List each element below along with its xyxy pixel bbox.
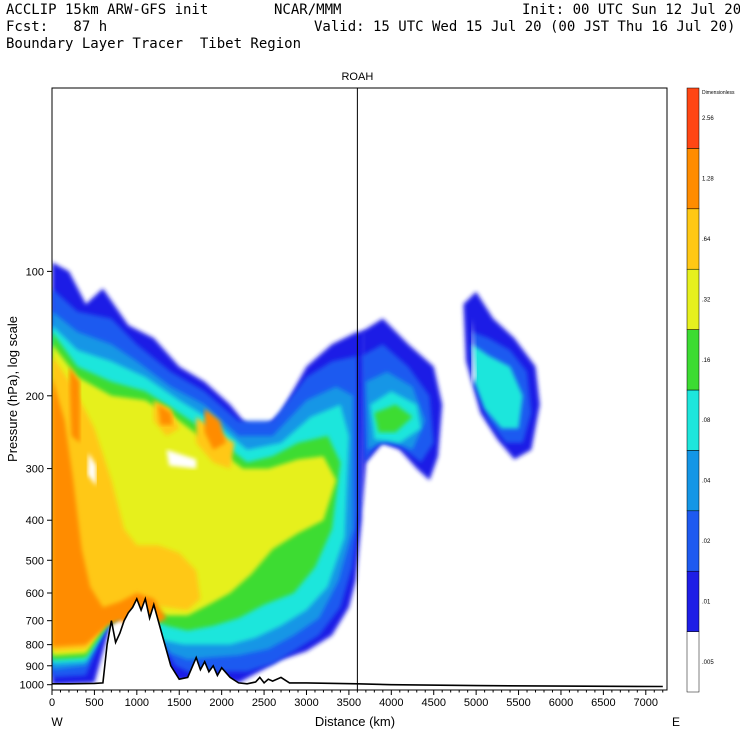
- tracer-contour-19: [204, 408, 226, 450]
- terrain: [52, 596, 663, 690]
- x-tick-label: 0: [49, 697, 55, 709]
- colorbar-label: .01: [702, 599, 711, 605]
- y-tick-label: 500: [26, 555, 44, 567]
- header-forecast: Fcst: 87 h: [6, 19, 108, 35]
- x-tick-label: 4500: [421, 697, 445, 709]
- roah-label: ROAH: [341, 71, 373, 83]
- y-tick-label: 1000: [20, 680, 44, 692]
- x-axis: 0 500 1000 1500 2000 2500 3000 3500 4000 4500 5000…: [49, 690, 664, 709]
- x-tick-label: 500: [85, 697, 103, 709]
- tracer-gap-1: [166, 449, 197, 469]
- plot-frame: [51, 87, 668, 691]
- tracer-contour-20: [158, 404, 173, 425]
- y-tick-label: 400: [26, 515, 44, 527]
- colorbar-label: .08: [702, 418, 711, 424]
- colorbar-label: .04: [702, 479, 711, 485]
- colorbar-label: 1.28: [702, 177, 714, 183]
- tracer-contour-17: [52, 376, 167, 647]
- tracer-gap-2: [471, 318, 477, 387]
- colorbar-swatch: [686, 329, 700, 391]
- colorbar-swatch: [686, 268, 700, 330]
- header-product: Boundary Layer Tracer Tibet Region: [6, 36, 302, 52]
- y-tick-label: 200: [26, 391, 44, 403]
- tracer-contour-14: [52, 355, 201, 652]
- colorbar: .005 .01 .02 .04 .08 .16 .32 .64 1.28 2.56 Dimensi…: [686, 87, 735, 693]
- colorbar-swatch: [686, 148, 700, 210]
- colorbar-label: .16: [702, 358, 711, 364]
- colorbar-swatch: [686, 450, 700, 512]
- colorbar-swatch: [686, 389, 700, 451]
- colorbar-label: .32: [702, 297, 711, 303]
- colorbar-label: .64: [702, 237, 711, 243]
- colorbar-swatch: [686, 570, 700, 632]
- header-model: ACCLIP 15km ARW-GFS init: [6, 2, 209, 18]
- x-tick-label: 6000: [549, 697, 573, 709]
- header-valid: Valid: 15 UTC Wed 15 Jul 20 (00 JST Thu …: [314, 19, 736, 35]
- tracer-contour-12: [374, 404, 413, 433]
- colorbar-swatch: [686, 208, 700, 270]
- x-tick-label: 1500: [167, 697, 191, 709]
- y-tick-label: 800: [26, 640, 44, 652]
- y-axis: 100 200 300 400 500 600 700 800 900 1000: [20, 266, 52, 692]
- y-tick-label: 100: [26, 266, 44, 278]
- x-axis-label: Distance (km): [315, 714, 395, 729]
- y-tick-label: 700: [26, 616, 44, 628]
- colorbar-swatch: [686, 510, 700, 572]
- y-tick-label: 600: [26, 588, 44, 600]
- x-tick-label: 1000: [125, 697, 149, 709]
- east-label: E: [672, 715, 680, 729]
- x-tick-label: 3500: [337, 697, 361, 709]
- terrain-fill: [52, 598, 663, 690]
- y-tick-label: 300: [26, 464, 44, 476]
- colorbar-label: .005: [702, 660, 714, 666]
- terrain-line: [52, 596, 663, 688]
- x-tick-label: 2000: [209, 697, 233, 709]
- x-tick-label: 6500: [591, 697, 615, 709]
- x-tick-label: 5500: [506, 697, 530, 709]
- x-tick-label: 2500: [252, 697, 276, 709]
- colorbar-swatch: [686, 631, 700, 693]
- x-tick-label: 4000: [379, 697, 403, 709]
- header-init: Init: 00 UTC Sun 12 Jul 20: [522, 2, 740, 18]
- x-tick-label: 7000: [634, 697, 658, 709]
- tracer-contour-9: [471, 344, 523, 429]
- tracer-contour-18: [69, 366, 80, 443]
- colorbar-label: Dimensionless: [702, 90, 735, 96]
- tracer-gap-0: [87, 453, 97, 486]
- west-label: W: [51, 715, 63, 729]
- header-org: NCAR/MMM: [274, 2, 342, 18]
- colorbar-label: 2.56: [702, 116, 714, 122]
- colorbar-swatch: [686, 87, 700, 149]
- y-axis-label: Pressure (hPa), log scale: [5, 316, 20, 462]
- tracer-field: [52, 262, 540, 685]
- x-tick-label: 5000: [464, 697, 488, 709]
- colorbar-label: .02: [702, 539, 711, 545]
- y-tick-label: 900: [26, 661, 44, 673]
- x-tick-label: 3000: [294, 697, 318, 709]
